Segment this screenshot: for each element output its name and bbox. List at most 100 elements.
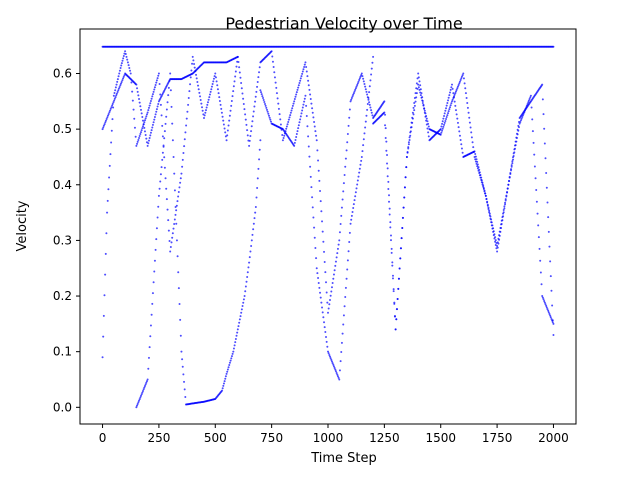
scatter-point — [251, 120, 254, 123]
y-tick-label: 0.2 — [53, 289, 72, 303]
scatter-point — [479, 176, 482, 179]
scatter-point — [163, 130, 166, 133]
scatter-point — [336, 373, 339, 376]
scatter-point — [441, 127, 444, 130]
x-tick-label: 1000 — [313, 431, 344, 445]
scatter-point — [286, 123, 289, 126]
scatter-point — [136, 142, 139, 145]
scatter-point — [443, 123, 446, 126]
scatter-point — [245, 123, 248, 126]
scatter-point — [181, 158, 184, 161]
scatter-point — [116, 91, 119, 94]
scatter-point — [144, 134, 147, 137]
scatter-point — [116, 80, 119, 83]
scatter-point — [407, 143, 410, 146]
scatter-point — [321, 220, 324, 223]
scatter-point — [155, 238, 158, 241]
scatter-point — [361, 150, 364, 153]
scatter-point — [177, 271, 180, 274]
scatter-point — [244, 113, 247, 116]
scatter-point — [482, 188, 485, 191]
scatter-point — [496, 250, 499, 253]
scatter-point — [158, 187, 161, 190]
scatter-point — [147, 106, 150, 109]
scatter-point — [161, 124, 164, 127]
scatter-point — [122, 77, 125, 80]
scatter-point — [208, 96, 211, 99]
scatter-series-3 — [101, 55, 239, 147]
scatter-point — [540, 283, 543, 286]
scatter-point — [502, 215, 505, 218]
scatter-point — [114, 89, 117, 92]
scatter-point — [506, 191, 509, 194]
scatter-point — [452, 95, 455, 98]
scatter-point — [426, 127, 429, 130]
scatter-point — [480, 178, 483, 181]
scatter-point — [106, 116, 109, 119]
scatter-point — [169, 72, 172, 75]
scatter-point — [283, 134, 286, 137]
scatter-point — [366, 93, 369, 96]
scatter-point — [252, 115, 255, 118]
scatter-point — [491, 227, 494, 230]
scatter-point — [454, 104, 457, 107]
scatter-point — [121, 59, 124, 62]
scatter-point — [229, 359, 232, 362]
scatter-point — [364, 120, 367, 123]
scatter-point — [131, 90, 134, 93]
scatter-point — [417, 86, 420, 89]
scatter-point — [102, 314, 105, 317]
scatter-point — [451, 98, 454, 101]
scatter-point — [392, 288, 395, 291]
scatter-point — [346, 259, 349, 262]
scatter-point — [295, 91, 298, 94]
scatter-point — [341, 198, 344, 201]
scatter-point — [189, 76, 192, 79]
scatter-point — [103, 294, 106, 297]
scatter-point — [293, 100, 296, 103]
scatter-point — [488, 214, 491, 217]
scatter-point — [219, 103, 222, 106]
scatter-point — [163, 166, 166, 169]
scatter-point — [321, 306, 324, 309]
scatter-point — [152, 121, 155, 124]
scatter-point — [178, 302, 181, 305]
scatter-point — [142, 388, 145, 391]
scatter-point — [351, 210, 354, 213]
scatter-point — [441, 129, 444, 132]
scatter-point — [387, 180, 390, 183]
scatter-point — [299, 77, 302, 80]
scatter-point — [259, 89, 262, 92]
scatter-point — [543, 299, 546, 302]
scatter-point — [506, 187, 509, 190]
scatter-point — [248, 261, 251, 264]
scatter-point — [240, 87, 243, 90]
scatter-point — [140, 129, 143, 132]
scatter-point — [199, 99, 202, 102]
scatter-point — [455, 113, 458, 116]
scatter-point — [325, 291, 328, 294]
scatter-point — [157, 72, 160, 75]
scatter-point — [446, 101, 449, 104]
scatter-point — [321, 311, 324, 314]
scatter-point — [363, 132, 366, 135]
scatter-point — [191, 62, 194, 65]
scatter-point — [490, 221, 493, 224]
scatter-point — [389, 234, 392, 237]
scatter-point — [226, 134, 229, 137]
scatter-point — [120, 64, 123, 67]
scatter-point — [300, 75, 303, 78]
scatter-point — [365, 114, 368, 117]
y-tick-label: 0.3 — [53, 233, 72, 247]
scatter-series-2 — [101, 50, 555, 359]
scatter-points-group — [101, 45, 555, 409]
scatter-point — [338, 378, 341, 381]
scatter-series-4 — [135, 72, 262, 409]
scatter-point — [474, 160, 477, 163]
scatter-point — [165, 187, 168, 190]
scatter-point — [138, 399, 141, 402]
scatter-point — [175, 222, 178, 225]
scatter-point — [147, 139, 150, 142]
scatter-point — [289, 111, 292, 114]
